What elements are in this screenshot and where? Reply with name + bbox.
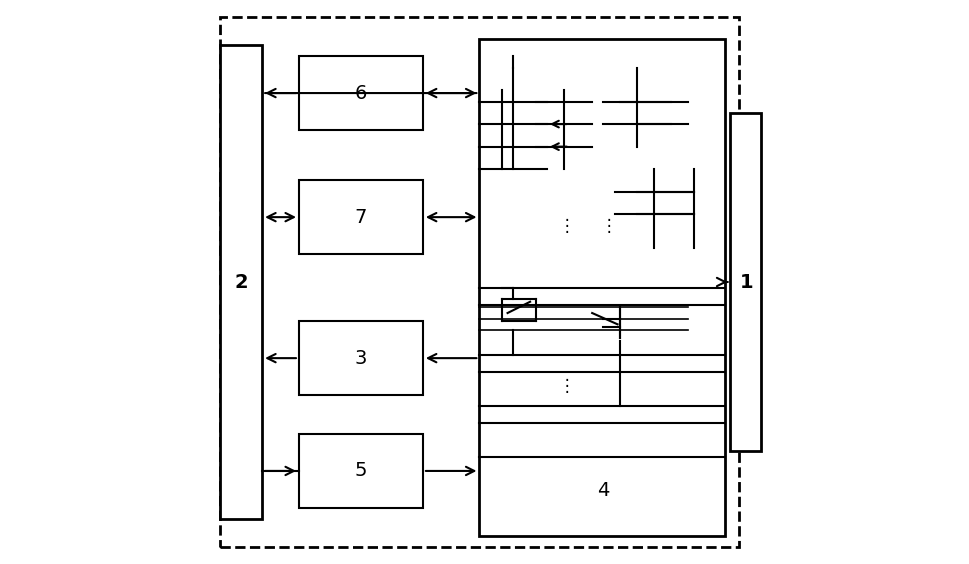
Text: 6: 6: [355, 83, 366, 103]
FancyBboxPatch shape: [298, 434, 422, 508]
FancyBboxPatch shape: [730, 113, 761, 451]
FancyBboxPatch shape: [298, 321, 422, 395]
Text: 2: 2: [234, 272, 248, 292]
Text: ⋮: ⋮: [558, 217, 575, 235]
Text: 7: 7: [355, 208, 366, 227]
FancyBboxPatch shape: [220, 45, 262, 519]
FancyBboxPatch shape: [479, 39, 724, 536]
Text: ⋮: ⋮: [558, 377, 575, 395]
FancyBboxPatch shape: [298, 56, 422, 130]
Text: 5: 5: [355, 461, 367, 481]
Text: 4: 4: [597, 481, 609, 500]
Text: 1: 1: [738, 272, 752, 292]
FancyBboxPatch shape: [298, 180, 422, 254]
Text: ⋮: ⋮: [600, 217, 616, 235]
Text: 3: 3: [355, 349, 366, 368]
